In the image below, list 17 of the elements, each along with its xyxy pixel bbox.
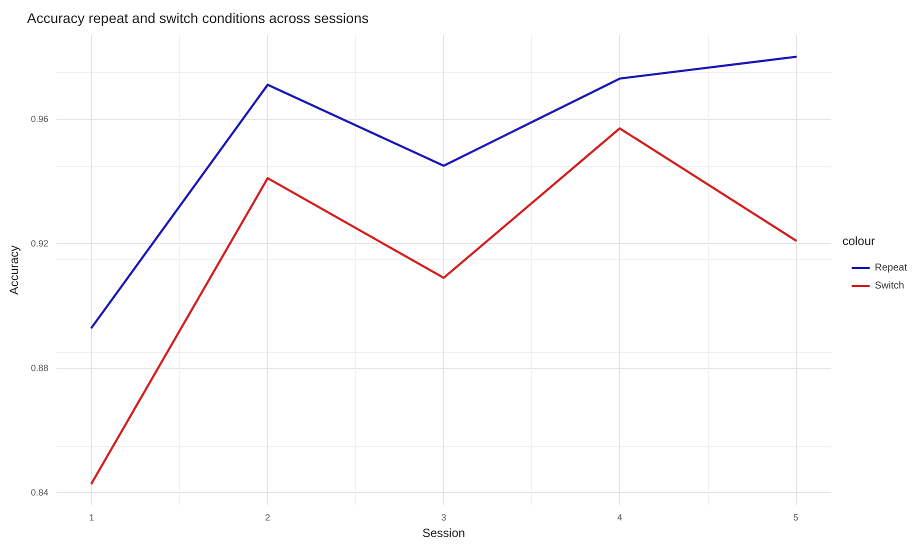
legend-title: colour (842, 234, 876, 248)
x-tick-label: 1 (89, 512, 94, 523)
y-axis-title: Accuracy (7, 245, 21, 295)
y-tick-label: 0.88 (30, 363, 48, 374)
line-series (90, 56, 797, 329)
legend-label: Repeat (874, 262, 908, 274)
x-tick-label: 4 (617, 512, 622, 523)
x-tick-label: 2 (265, 512, 270, 523)
chart-title: Accuracy repeat and switch conditions across sessions (27, 10, 369, 26)
x-tick-label: 3 (441, 512, 446, 523)
line-series (90, 127, 797, 484)
x-tick-label: 5 (793, 512, 798, 523)
y-tick-label: 0.84 (30, 488, 48, 498)
y-tick-label: 0.96 (30, 114, 48, 124)
y-tick-label: 0.92 (30, 238, 48, 249)
legend-label: Switch (874, 280, 904, 292)
x-axis-title: Session (422, 526, 466, 540)
